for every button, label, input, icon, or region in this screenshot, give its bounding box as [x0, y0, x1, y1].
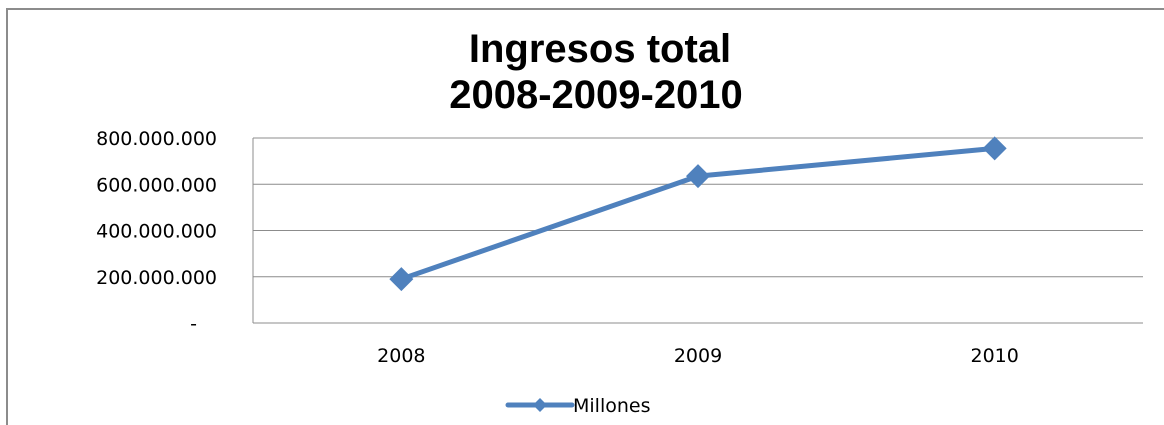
y-tick-label: 800.000.000 [96, 128, 217, 150]
data-point-marker [982, 136, 1007, 161]
series-layer [389, 136, 1007, 292]
legend: Millones [505, 395, 650, 417]
y-tick-label: 200.000.000 [96, 267, 217, 289]
data-point-marker [389, 267, 414, 292]
chart-title-line-1: Ingresos total [469, 27, 731, 71]
chart-title: Ingresos total 2008-2009-2010 [449, 27, 743, 117]
x-tick-label: 2009 [674, 345, 722, 367]
chart-title-line-2: 2008-2009-2010 [449, 73, 743, 117]
legend-label: Millones [573, 395, 650, 417]
x-tick-label: 2010 [970, 345, 1018, 367]
y-tick-label: 600.000.000 [96, 174, 217, 196]
x-tick-label: 2008 [377, 345, 425, 367]
grid-layer [253, 137, 1143, 278]
legend-swatch-marker [533, 398, 547, 412]
y-tick-label: - [190, 313, 197, 335]
y-tick-label: 400.000.000 [96, 221, 217, 243]
axis-layer: - 200.000.000 400.000.000 600.000.000 800.00… [96, 128, 1143, 367]
data-point-marker [686, 164, 710, 189]
